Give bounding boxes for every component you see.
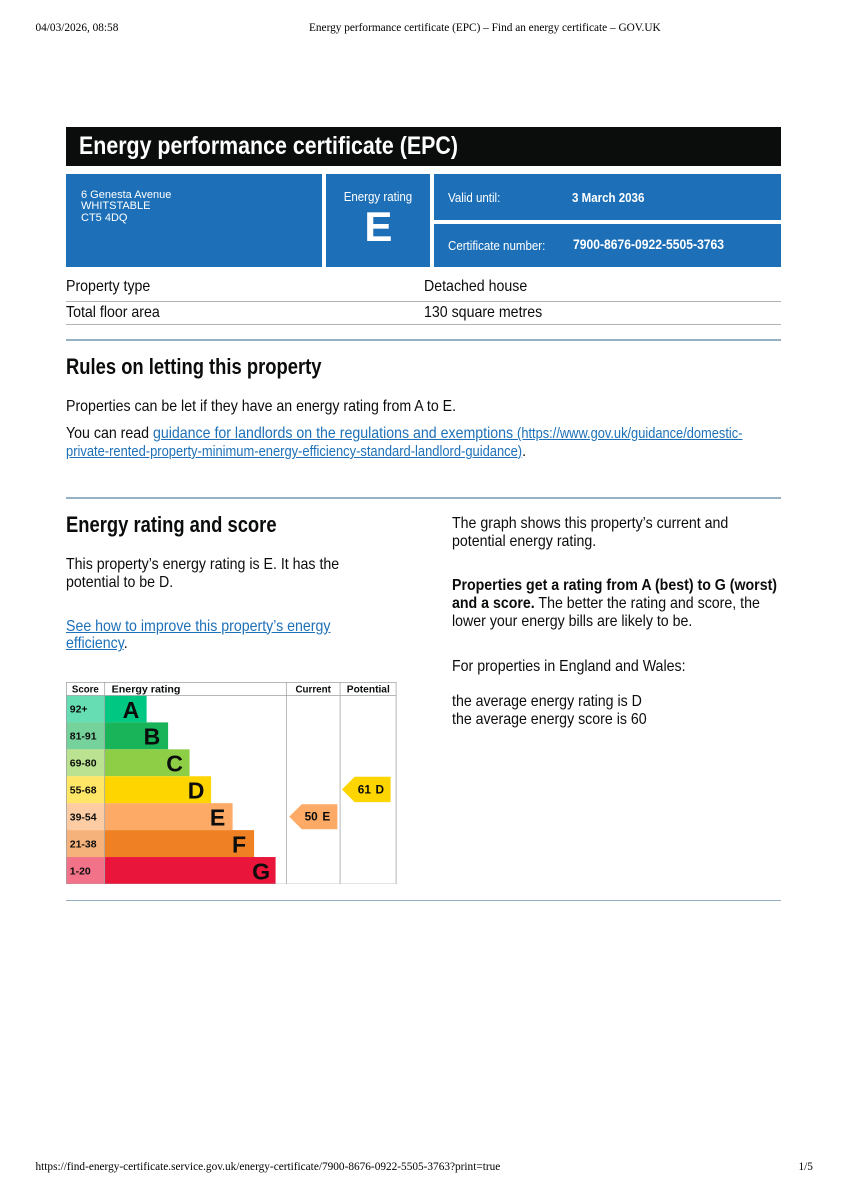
svg-text:Score: Score (72, 684, 99, 695)
svg-text:F: F (232, 831, 246, 857)
svg-text:Potential: Potential (347, 684, 390, 695)
svg-text:E: E (323, 809, 331, 823)
svg-text:81-91: 81-91 (70, 731, 97, 742)
svg-text:69-80: 69-80 (70, 758, 97, 769)
svg-text:1-20: 1-20 (70, 866, 91, 877)
svg-text:D: D (376, 782, 385, 796)
svg-text:G: G (252, 858, 270, 884)
svg-text:39-54: 39-54 (70, 812, 97, 823)
svg-text:Current: Current (296, 684, 332, 695)
svg-text:21-38: 21-38 (70, 839, 97, 850)
svg-text:50: 50 (305, 809, 319, 823)
svg-text:C: C (167, 750, 184, 776)
svg-text:B: B (144, 723, 161, 749)
svg-text:D: D (188, 777, 205, 803)
svg-text:55-68: 55-68 (70, 785, 97, 796)
svg-text:E: E (210, 804, 225, 830)
svg-text:A: A (123, 696, 140, 722)
svg-text:61: 61 (358, 782, 372, 796)
svg-text:92+: 92+ (70, 704, 88, 715)
svg-text:Energy rating: Energy rating (112, 684, 181, 695)
